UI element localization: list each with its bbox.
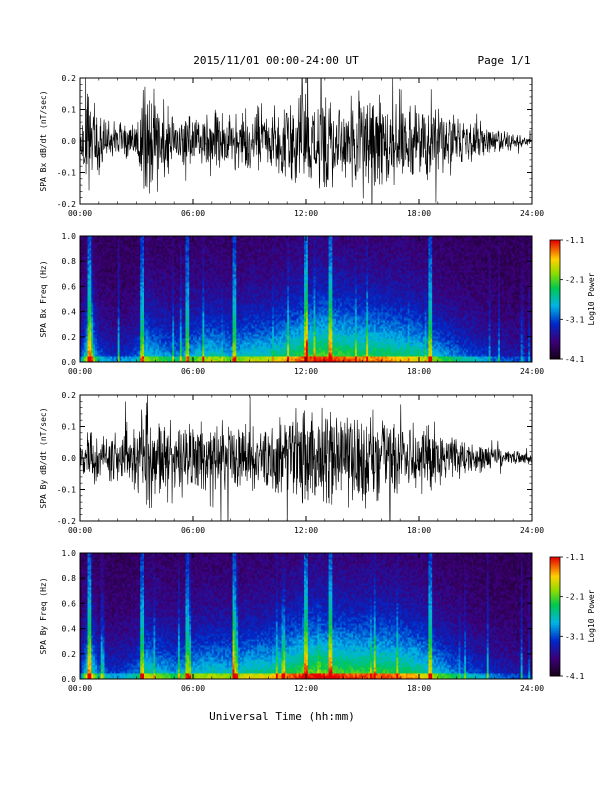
p1-ytick-label: 0.1 xyxy=(62,106,77,115)
p2-cells xyxy=(80,236,533,363)
p1-xtick-label: 00:00 xyxy=(68,209,92,218)
p1-y-axis-label: SPA Bx dB/dt (nT/sec) xyxy=(39,90,48,191)
page-title: 2015/11/01 00:00-24:00 UT xyxy=(193,54,359,67)
p1-xtick-label: 18:00 xyxy=(407,209,431,218)
p1-ytick-label: 0.0 xyxy=(62,137,77,146)
p1-xtick-label: 12:00 xyxy=(294,209,318,218)
p1-ytick-label: 0.2 xyxy=(62,74,77,83)
p1-xtick-label: 24:00 xyxy=(520,209,544,218)
p1-ytick-label: -0.2 xyxy=(57,200,76,209)
p1-xtick-label: 06:00 xyxy=(181,209,205,218)
page-number: Page 1/1 xyxy=(478,54,531,67)
p1-ytick-label: -0.1 xyxy=(57,169,76,178)
x-axis-label: Universal Time (hh:mm) xyxy=(209,710,355,723)
